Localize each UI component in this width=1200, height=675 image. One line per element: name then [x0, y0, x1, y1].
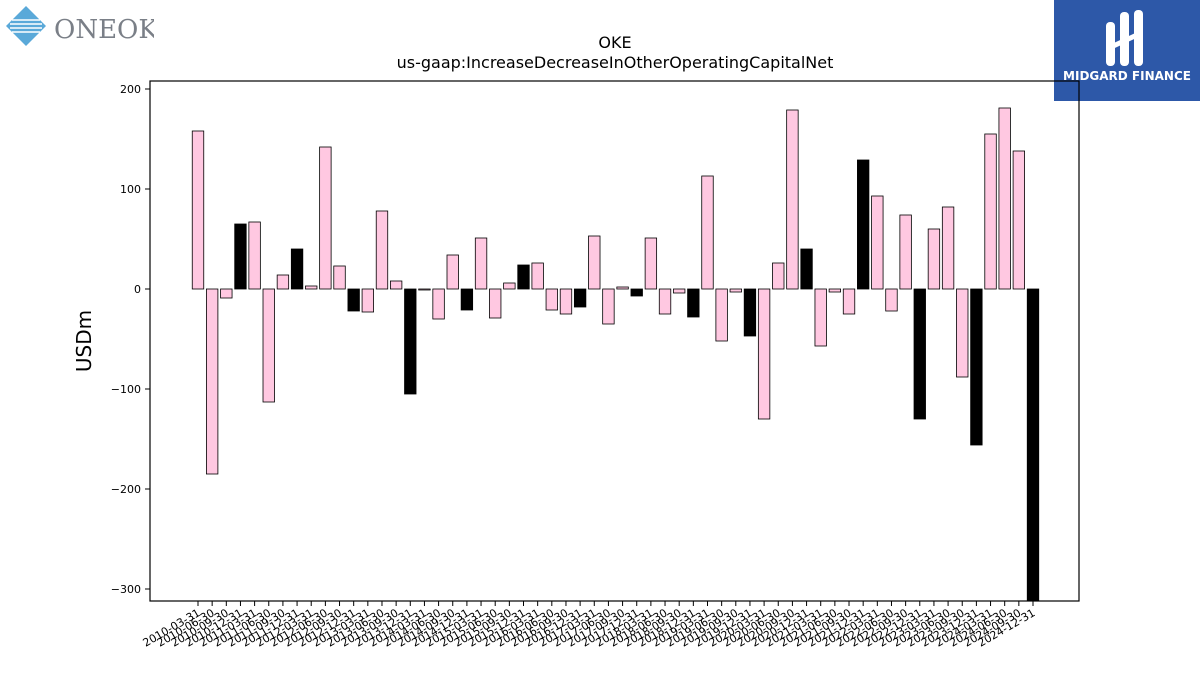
- bar-2024-03-31: [984, 133, 997, 290]
- bar-2017-03-31: [588, 235, 601, 290]
- bar-2018-03-31: [644, 237, 658, 290]
- bar-2020-12-31: [800, 248, 813, 290]
- bar-2010-12-31: [234, 223, 247, 290]
- bar-2016-12-31: [573, 288, 587, 308]
- bar-2019-09-30: [729, 288, 742, 293]
- bar-2016-03-31: [531, 262, 544, 290]
- bar-2010-09-30: [220, 288, 233, 299]
- bar-2020-09-30: [786, 109, 799, 290]
- oneok-logo-text: ONEOK: [54, 15, 154, 45]
- bar-2011-03-31: [248, 221, 261, 290]
- bar-2013-09-30: [389, 280, 403, 290]
- bar-2013-06-30: [375, 210, 389, 290]
- bar-2024-12-31: [1026, 288, 1040, 602]
- bar-2013-12-31: [404, 288, 417, 395]
- bar-2024-09-30: [1012, 150, 1025, 290]
- bar-2022-03-31: [871, 195, 884, 290]
- bar-2020-03-31: [757, 288, 771, 420]
- bar-2021-12-31: [857, 159, 870, 290]
- bar-2014-12-31: [460, 288, 474, 311]
- bar-2023-12-31: [970, 288, 983, 446]
- bar-2023-09-30: [956, 288, 969, 378]
- bar-2016-09-30: [559, 288, 573, 315]
- bar-2017-12-31: [630, 288, 643, 297]
- chart-title: OKE: [598, 33, 631, 52]
- bar-2020-06-30: [772, 262, 785, 290]
- bar-2018-06-30: [658, 288, 672, 315]
- bar-2015-09-30: [503, 282, 516, 290]
- bar-2014-03-31: [418, 288, 431, 291]
- y-tick-label: −100: [111, 383, 141, 396]
- bar-2021-09-30: [842, 288, 856, 315]
- bar-2010-06-30: [205, 288, 219, 475]
- bar-2015-06-30: [489, 288, 502, 319]
- midgard-finance-logo: MIDGARD FINANCE: [1054, 0, 1200, 101]
- bar-2024-06-30: [998, 107, 1011, 290]
- chart-subtitle: us-gaap:IncreaseDecreaseInOtherOperating…: [397, 53, 834, 72]
- bar-2014-06-30: [432, 288, 445, 320]
- bar-2014-09-30: [446, 254, 459, 290]
- bar-2012-03-31: [305, 285, 318, 290]
- bar-2015-03-31: [474, 237, 488, 290]
- bar-2012-09-30: [333, 265, 346, 290]
- y-tick-label: 200: [120, 83, 141, 96]
- bar-2013-03-31: [361, 288, 374, 313]
- y-tick-label: −300: [111, 583, 141, 596]
- bar-2016-06-30: [545, 288, 558, 311]
- midgard-logo-text: MIDGARD FINANCE: [1063, 69, 1191, 83]
- y-tick-label: 0: [134, 283, 141, 296]
- bar-2019-03-31: [701, 175, 714, 290]
- y-axis-title: USDm: [72, 310, 96, 372]
- bar-2011-12-31: [290, 248, 304, 290]
- bar-2018-09-30: [673, 288, 686, 294]
- bar-2018-12-31: [687, 288, 700, 318]
- bar-2022-12-31: [913, 288, 926, 420]
- bars-group: [191, 107, 1040, 602]
- bar-2010-03-31: [191, 130, 205, 290]
- bar-2017-06-30: [602, 288, 615, 325]
- y-axis: 200 100 0 −100 −200 −300: [111, 83, 150, 596]
- bar-2019-06-30: [715, 288, 728, 342]
- bar-2015-12-31: [517, 264, 530, 290]
- bar-2022-06-30: [885, 288, 898, 312]
- bar-2021-03-31: [814, 288, 827, 347]
- bar-2019-12-31: [743, 288, 757, 337]
- oneok-logo: ONEOK: [6, 6, 154, 46]
- bar-2021-06-30: [828, 288, 842, 293]
- bar-2011-06-30: [262, 288, 275, 403]
- midgard-emblem-icon: [1106, 10, 1143, 66]
- bar-2011-09-30: [276, 274, 290, 290]
- x-axis: 2010-03-312010-06-302010-09-302010-12-31…: [141, 601, 1038, 650]
- y-tick-label: 100: [120, 183, 141, 196]
- y-tick-label: −200: [111, 483, 141, 496]
- bar-2012-06-30: [319, 146, 332, 290]
- bar-2023-06-30: [941, 206, 955, 290]
- bar-2023-03-31: [927, 228, 941, 290]
- bar-2017-09-30: [616, 286, 629, 290]
- oneok-diamond-icon: [6, 6, 46, 46]
- bar-2012-12-31: [347, 288, 360, 312]
- bar-2022-09-30: [899, 214, 912, 290]
- plot-frame: [149, 80, 1080, 602]
